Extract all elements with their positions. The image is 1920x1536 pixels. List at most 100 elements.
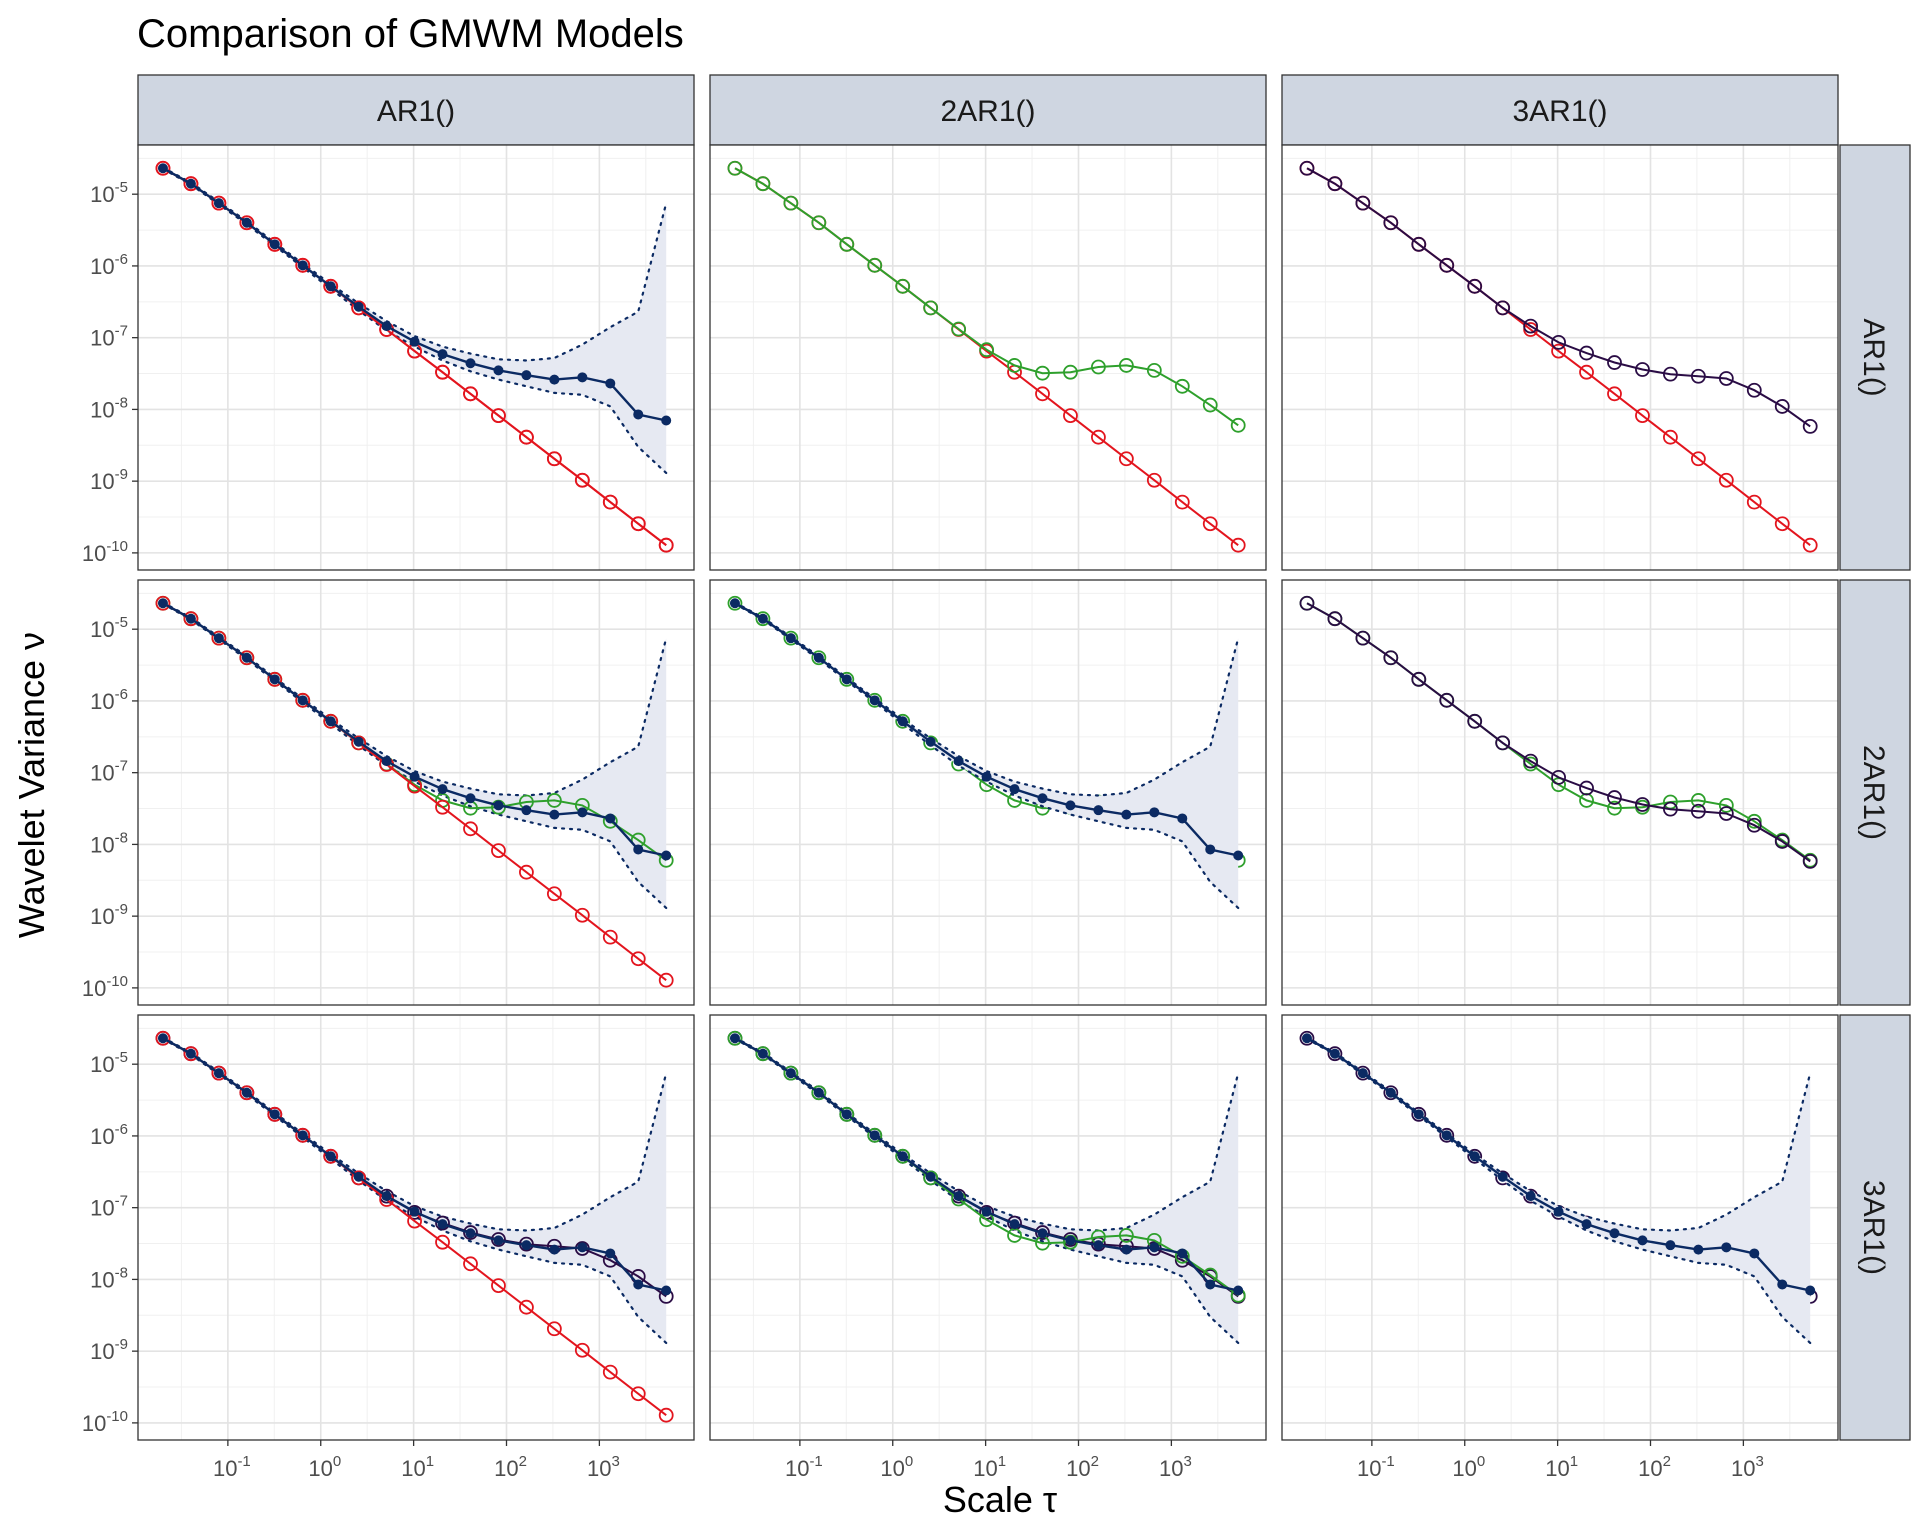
empirical-point bbox=[925, 736, 936, 747]
model-point bbox=[211, 1065, 227, 1081]
y-tick-label: 10-10 bbox=[82, 538, 128, 566]
model-point bbox=[1746, 813, 1762, 829]
row-strip-label: 3AR1() bbox=[1857, 1180, 1890, 1275]
y-tick-label: 10-10 bbox=[82, 973, 128, 1001]
panel bbox=[1281, 1014, 1839, 1441]
x-tick-label: 103 bbox=[1159, 1453, 1192, 1481]
model-point bbox=[155, 1030, 171, 1046]
empirical-point bbox=[241, 217, 252, 228]
model-point bbox=[1355, 630, 1371, 646]
empirical-point bbox=[1693, 1244, 1704, 1255]
model-point bbox=[1718, 371, 1734, 386]
empirical-point bbox=[549, 809, 560, 820]
empirical-point bbox=[813, 652, 824, 663]
model-point bbox=[267, 671, 283, 687]
empirical-point bbox=[729, 1033, 740, 1044]
model-point bbox=[1383, 1085, 1399, 1101]
model-point bbox=[1467, 1148, 1483, 1164]
model-point bbox=[546, 1321, 562, 1337]
empirical-point bbox=[661, 850, 672, 861]
model-point bbox=[211, 195, 227, 211]
ci-upper-line bbox=[161, 601, 668, 797]
empirical-point bbox=[953, 756, 964, 767]
model-point bbox=[1327, 611, 1343, 627]
model-point bbox=[1635, 408, 1650, 423]
empirical-point bbox=[1093, 1240, 1104, 1251]
empirical-point bbox=[1009, 784, 1020, 795]
model-point bbox=[1635, 362, 1650, 377]
model-point bbox=[755, 176, 771, 192]
model-point bbox=[1035, 365, 1050, 381]
model-point bbox=[1718, 797, 1734, 813]
empirical-point bbox=[1721, 1242, 1732, 1253]
model-point bbox=[1467, 278, 1483, 294]
model-point bbox=[811, 650, 827, 666]
empirical-point bbox=[1177, 1248, 1188, 1259]
model-point bbox=[574, 472, 590, 488]
empirical-point bbox=[1553, 1206, 1564, 1217]
model-point bbox=[1035, 1225, 1050, 1240]
empirical-point bbox=[157, 163, 168, 174]
ci-upper-line bbox=[1305, 1036, 1812, 1232]
y-tick-label: 10-7 bbox=[90, 758, 128, 786]
row-strip bbox=[1839, 579, 1911, 1006]
panel bbox=[1281, 579, 1839, 1006]
model-point bbox=[658, 972, 674, 988]
model-point bbox=[1146, 362, 1162, 378]
panel-border bbox=[137, 144, 695, 571]
empirical-point bbox=[1065, 1235, 1076, 1246]
column-strip bbox=[1281, 74, 1839, 146]
empirical-point bbox=[1777, 1279, 1788, 1290]
model-point bbox=[491, 408, 506, 423]
row-strip bbox=[1839, 144, 1911, 571]
panel bbox=[137, 579, 695, 1006]
panel-border bbox=[709, 1014, 1267, 1441]
model-point bbox=[1091, 359, 1106, 375]
y-tick-label: 10-10 bbox=[82, 1408, 128, 1436]
model-point bbox=[602, 929, 618, 945]
column-strip-label: 3AR1() bbox=[1512, 95, 1607, 128]
empirical-point bbox=[661, 1285, 672, 1296]
empirical-point bbox=[353, 736, 364, 747]
empirical-point bbox=[493, 365, 504, 376]
model-point bbox=[1467, 713, 1483, 729]
model-point bbox=[1607, 790, 1622, 805]
model-point bbox=[1063, 364, 1078, 380]
empirical-point bbox=[381, 756, 392, 767]
model-point bbox=[183, 1046, 199, 1062]
empirical-point bbox=[981, 1206, 992, 1217]
empirical-point bbox=[841, 1109, 852, 1120]
model-point bbox=[295, 257, 311, 273]
model-point bbox=[546, 886, 562, 902]
empirical-point bbox=[409, 771, 420, 782]
empirical-point bbox=[577, 807, 588, 818]
empirical-point bbox=[157, 1033, 168, 1044]
model-point bbox=[1495, 300, 1511, 316]
empirical-point bbox=[1121, 809, 1132, 820]
model-point bbox=[727, 160, 743, 176]
model-point bbox=[1118, 358, 1134, 373]
empirical-point bbox=[437, 349, 448, 360]
model-line bbox=[734, 167, 1239, 427]
empirical-point bbox=[813, 1087, 824, 1098]
model-point bbox=[546, 793, 562, 808]
model-point bbox=[1802, 418, 1818, 434]
empirical-point bbox=[1093, 805, 1104, 816]
empirical-point bbox=[297, 260, 308, 271]
empirical-point bbox=[269, 674, 280, 685]
model-point bbox=[435, 1234, 450, 1250]
model-point bbox=[519, 864, 534, 880]
x-tick-label: 102 bbox=[1066, 1453, 1099, 1481]
empirical-point bbox=[465, 1228, 476, 1239]
panel-border bbox=[1281, 579, 1839, 1006]
empirical-point bbox=[269, 239, 280, 250]
panel-border bbox=[709, 579, 1267, 1006]
empirical-point bbox=[633, 1279, 644, 1290]
model-point bbox=[1202, 397, 1218, 413]
model-point bbox=[1690, 793, 1706, 808]
model-point bbox=[267, 1106, 283, 1122]
model-point bbox=[1439, 257, 1455, 273]
x-tick-label: 101 bbox=[1545, 1453, 1578, 1481]
empirical-point bbox=[437, 784, 448, 795]
